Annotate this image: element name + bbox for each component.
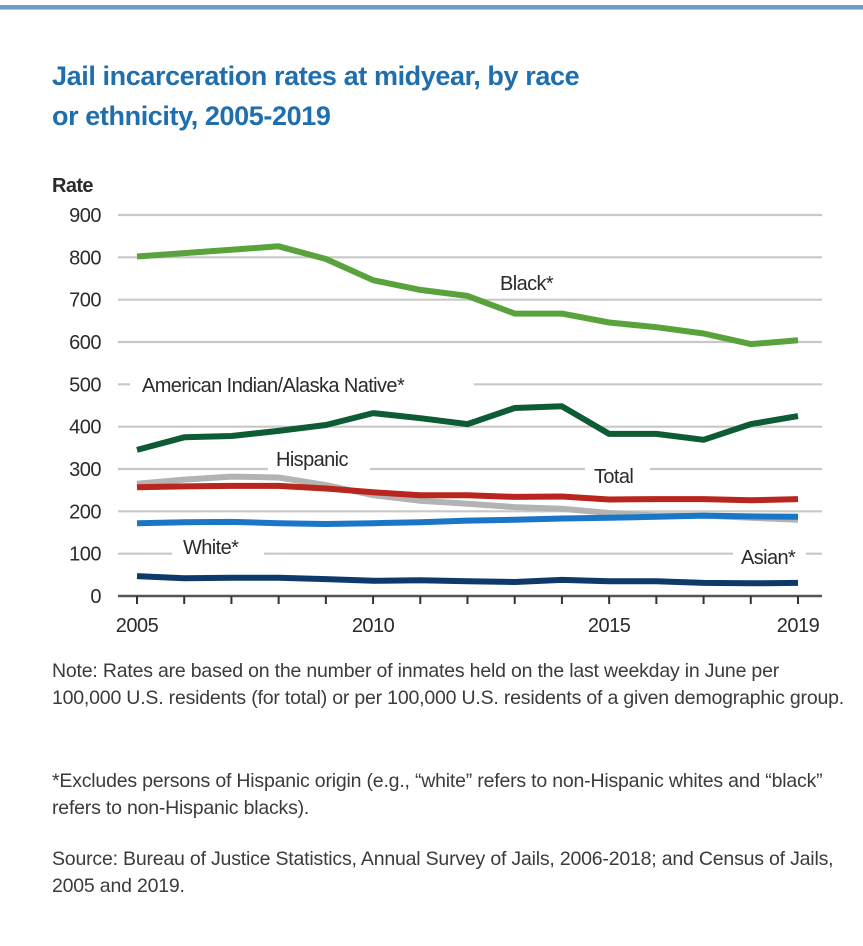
series-line-white xyxy=(136,512,799,527)
y-tick-label: 600 xyxy=(69,332,101,354)
series-label: Hispanic xyxy=(276,449,348,471)
series-line-asian xyxy=(136,573,799,587)
line-chart: 0 100 200 300 400 500 600 700 800 900 2005 2010 201… xyxy=(52,175,822,637)
y-tick-label: 200 xyxy=(69,501,101,523)
top-rule xyxy=(0,5,863,10)
series-label: Asian* xyxy=(741,547,796,569)
chart-title-line-1: Jail incarceration rates at midyear, by … xyxy=(52,61,580,91)
series-label: White* xyxy=(183,537,239,559)
series-label: Total xyxy=(594,466,633,488)
source-text: Source: Bureau of Justice Statistics, An… xyxy=(52,848,834,897)
series-label: Black* xyxy=(500,273,554,295)
series-labels: Black* American Indian/Alaska Native* Hisp… xyxy=(142,273,797,569)
series-label: American Indian/Alaska Native* xyxy=(142,375,405,397)
x-tick-label: 2005 xyxy=(116,615,159,637)
chart-title-line-2: or ethnicity, 2005-2019 xyxy=(52,101,331,131)
note-text: Note: Rates are based on the number of i… xyxy=(52,660,844,709)
x-axis: 2005 2010 2015 2019 xyxy=(116,594,822,637)
series-line-total xyxy=(136,482,799,504)
y-tick-label: 900 xyxy=(69,205,101,227)
x-tick-label: 2019 xyxy=(777,615,820,637)
y-axis-label: Rate xyxy=(52,175,93,197)
y-tick-label: 0 xyxy=(90,586,101,608)
x-tick-label: 2015 xyxy=(588,615,631,637)
y-tick-label: 700 xyxy=(69,290,101,312)
y-tick-label: 100 xyxy=(69,544,101,566)
y-tick-labels: 0 100 200 300 400 500 600 700 800 900 xyxy=(69,205,102,608)
y-tick-label: 300 xyxy=(69,459,101,481)
chart-title: Jail incarceration rates at midyear, by … xyxy=(52,56,812,136)
footnote-text: *Excludes persons of Hispanic origin (e.… xyxy=(52,770,823,819)
y-tick-label: 500 xyxy=(69,374,101,396)
series-line-black xyxy=(136,243,799,348)
series-line-american-indian-alaska-native xyxy=(136,403,799,453)
x-tick-label: 2010 xyxy=(352,615,395,637)
y-tick-label: 800 xyxy=(69,247,101,269)
y-tick-label: 400 xyxy=(69,417,101,439)
series-lines xyxy=(136,243,799,587)
